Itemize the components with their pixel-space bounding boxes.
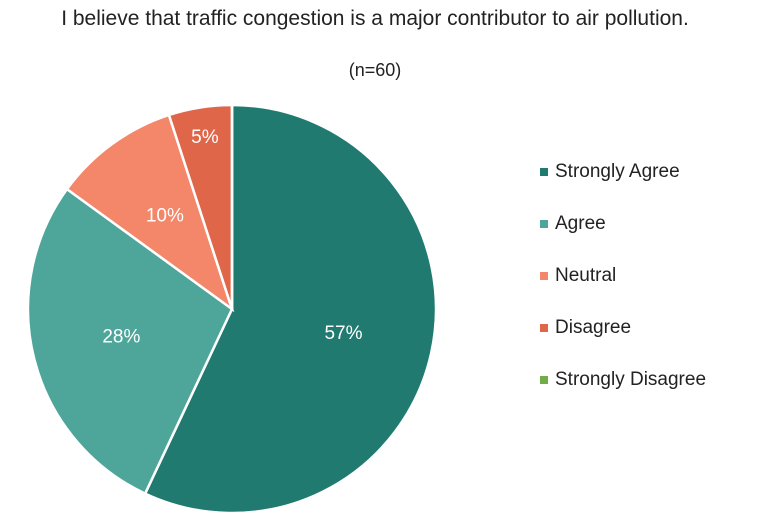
legend-label: Strongly Disagree — [555, 369, 706, 390]
pie-slice — [65, 113, 235, 313]
chart-subtitle: (n=60) — [348, 60, 402, 80]
data-label: 5% — [191, 127, 219, 148]
data-label: 28% — [102, 326, 140, 347]
data-label: 57% — [324, 323, 362, 344]
legend-label: Disagree — [555, 317, 631, 338]
legend-swatch — [540, 220, 548, 228]
legend-swatch — [540, 324, 548, 332]
legend-label: Strongly Agree — [555, 161, 680, 182]
pie-slice — [26, 187, 234, 496]
pie-slice — [143, 103, 438, 514]
legend-swatch — [540, 272, 548, 280]
legend-swatch — [540, 168, 548, 176]
chart-title: I believe that traffic congestion is a m… — [61, 7, 689, 30]
legend-label: Neutral — [555, 265, 616, 286]
legend-swatch — [540, 376, 548, 384]
data-label: 10% — [146, 206, 184, 227]
legend-label: Agree — [555, 213, 606, 234]
